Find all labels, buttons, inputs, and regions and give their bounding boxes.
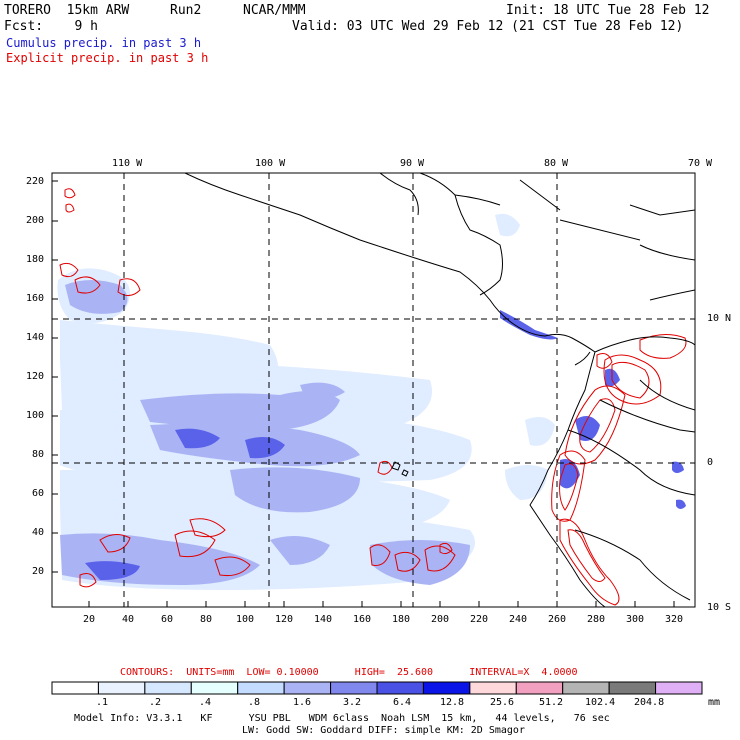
colorbar-swatch bbox=[655, 681, 703, 695]
run-label: Run2 bbox=[170, 3, 202, 18]
model-title: TORERO 15km ARW bbox=[4, 3, 130, 18]
map-frame bbox=[51, 172, 696, 608]
x-tick: 100 bbox=[236, 614, 255, 625]
colorbar-level: 25.6 bbox=[490, 697, 515, 708]
init-time: Init: 18 UTC Tue 28 Feb 12 bbox=[506, 3, 710, 18]
colorbar-swatch bbox=[376, 681, 424, 695]
colorbar bbox=[51, 681, 703, 695]
lon-label-80w: 80 W bbox=[544, 158, 569, 169]
y-tick: 20 bbox=[32, 566, 45, 577]
coastlines bbox=[184, 173, 695, 607]
y-tick: 60 bbox=[32, 488, 45, 499]
x-tick: 60 bbox=[161, 614, 174, 625]
x-tick: 200 bbox=[431, 614, 450, 625]
model-info: Model Info: V3.3.1 KF YSU PBL WDM 6class… bbox=[74, 713, 610, 724]
colorbar-swatch bbox=[283, 681, 332, 695]
x-tick: 300 bbox=[626, 614, 645, 625]
y-tick: 40 bbox=[32, 527, 45, 538]
colorbar-level: .8 bbox=[248, 697, 261, 708]
colorbar-swatch bbox=[51, 681, 99, 695]
lon-label-90w: 90 W bbox=[400, 158, 425, 169]
y-tick: 100 bbox=[26, 410, 45, 421]
x-tick: 160 bbox=[353, 614, 372, 625]
lon-label-70w: 70 W bbox=[688, 158, 713, 169]
cumulus-legend-label: Cumulus precip. in past 3 h bbox=[6, 36, 202, 50]
model-physics-info: LW: Godd SW: Goddard DIFF: simple KM: 2D… bbox=[242, 725, 525, 736]
lat-lon-grid bbox=[52, 173, 695, 607]
contours-info: CONTOURS: UNITS=mm LOW= 0.10000 HIGH= 25… bbox=[120, 667, 578, 678]
x-tick: 220 bbox=[470, 614, 489, 625]
colorbar-level: 1.6 bbox=[293, 697, 312, 708]
colorbar-swatch bbox=[608, 681, 657, 695]
explicit-legend-label: Explicit precip. in past 3 h bbox=[6, 51, 209, 65]
map-area bbox=[52, 173, 695, 607]
y-tick: 160 bbox=[26, 293, 45, 304]
axis-ticks bbox=[52, 180, 675, 607]
y-tick: 120 bbox=[26, 371, 45, 382]
x-tick: 80 bbox=[200, 614, 213, 625]
colorbar-level: .4 bbox=[199, 697, 212, 708]
lon-label-110w: 110 W bbox=[112, 158, 143, 169]
x-tick: 40 bbox=[122, 614, 135, 625]
colorbar-swatch bbox=[237, 681, 285, 695]
colorbar-swatch bbox=[422, 681, 471, 695]
colorbar-swatch bbox=[515, 681, 564, 695]
colorbar-level: .1 bbox=[96, 697, 109, 708]
lat-label-0: 0 bbox=[707, 457, 714, 468]
x-tick: 20 bbox=[83, 614, 96, 625]
colorbar-swatch bbox=[562, 681, 610, 695]
colorbar-swatch bbox=[469, 681, 517, 695]
x-tick: 120 bbox=[275, 614, 294, 625]
x-tick: 260 bbox=[548, 614, 567, 625]
org-label: NCAR/MMM bbox=[243, 3, 306, 18]
x-tick: 140 bbox=[314, 614, 333, 625]
colorbar-swatch bbox=[330, 681, 378, 695]
y-tick: 200 bbox=[26, 215, 45, 226]
colorbar-level: 51.2 bbox=[539, 697, 564, 708]
y-tick: 180 bbox=[26, 254, 45, 265]
colorbar-level: 204.8 bbox=[634, 697, 665, 708]
x-tick: 320 bbox=[665, 614, 684, 625]
x-tick: 240 bbox=[509, 614, 528, 625]
colorbar-units: mm bbox=[708, 697, 721, 708]
x-tick: 280 bbox=[587, 614, 606, 625]
y-tick: 80 bbox=[32, 449, 45, 460]
lat-label-10n: 10 N bbox=[707, 313, 732, 324]
colorbar-level: 6.4 bbox=[393, 697, 412, 708]
lat-label-10s: 10 S bbox=[707, 602, 732, 613]
x-tick: 180 bbox=[392, 614, 411, 625]
colorbar-level: 102.4 bbox=[585, 697, 616, 708]
valid-time: Valid: 03 UTC Wed 29 Feb 12 (21 CST Tue … bbox=[292, 19, 684, 34]
colorbar-level: 3.2 bbox=[343, 697, 362, 708]
colorbar-swatch bbox=[144, 681, 192, 695]
colorbar-swatch bbox=[97, 681, 146, 695]
colorbar-level: 12.8 bbox=[440, 697, 465, 708]
y-tick: 140 bbox=[26, 332, 45, 343]
lon-label-100w: 100 W bbox=[255, 158, 286, 169]
y-tick: 220 bbox=[26, 176, 45, 187]
colorbar-swatch bbox=[190, 681, 239, 695]
forecast-hour: Fcst: 9 h bbox=[4, 19, 98, 34]
colorbar-level: .2 bbox=[149, 697, 162, 708]
